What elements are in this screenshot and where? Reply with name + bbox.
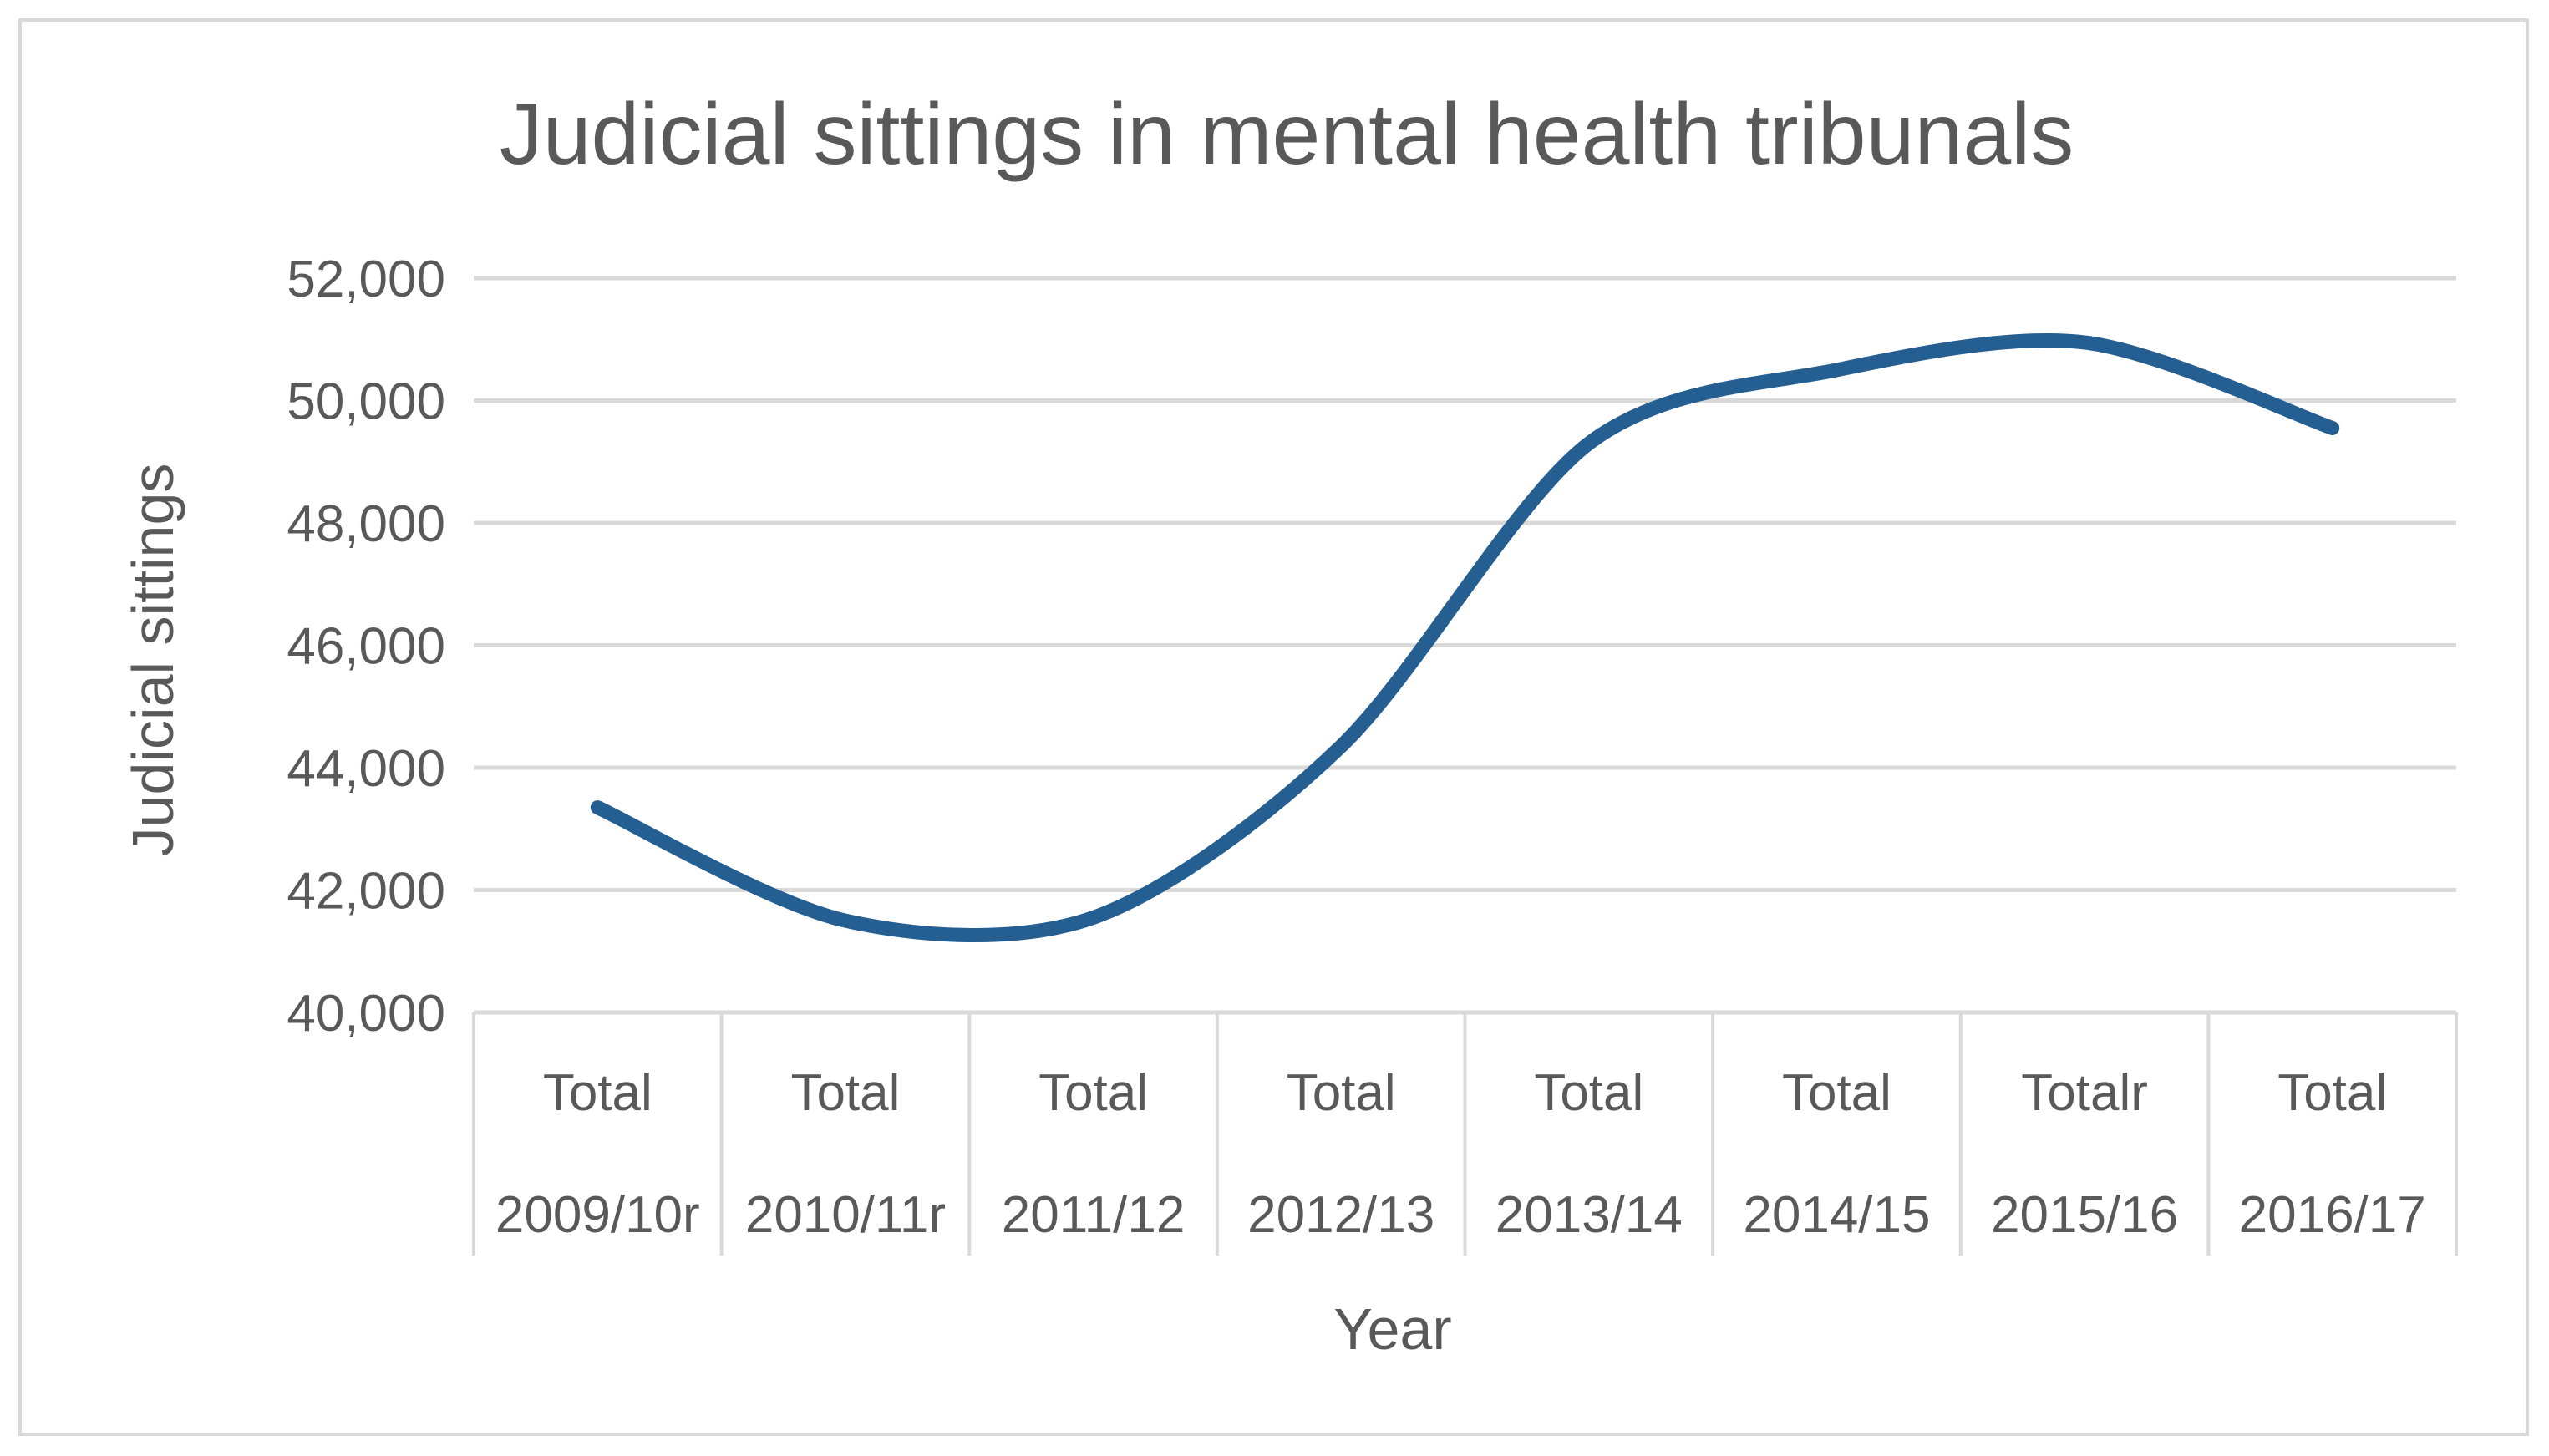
series-line — [590, 332, 2340, 942]
y-tick-labels: 40,000 42,000 44,000 46,000 48,000 50,000 52,0… — [287, 251, 445, 1043]
x-tick-label: 2016/17 — [2239, 1186, 2426, 1244]
y-tick-label: 42,000 — [287, 863, 445, 921]
x-category-axis: Total 2009/10r Total 2010/11r Total 2011/12 To… — [472, 1012, 2458, 1256]
gridlines — [474, 276, 2456, 1015]
x-tick-label: 2015/16 — [1991, 1186, 2178, 1244]
y-tick-label: 52,000 — [287, 251, 445, 308]
x-tick-label: Total — [1782, 1064, 1891, 1122]
x-tick-label: 2010/11r — [745, 1186, 946, 1244]
chart-frame — [18, 18, 2529, 1436]
y-tick-label: 40,000 — [287, 985, 445, 1043]
x-tick-label: Total — [1534, 1064, 1643, 1122]
x-tick-label: Total — [1287, 1064, 1396, 1122]
x-tick-label: Total — [1038, 1064, 1148, 1122]
y-axis-title: Judicial sittings — [120, 464, 185, 857]
x-tick-label: Totalr — [2021, 1064, 2148, 1122]
y-tick-label: 44,000 — [287, 740, 445, 798]
x-tick-label: 2013/14 — [1495, 1186, 1683, 1244]
x-tick-label: 2014/15 — [1743, 1186, 1930, 1244]
y-tick-label: 48,000 — [287, 495, 445, 553]
x-tick-label: Total — [790, 1064, 900, 1122]
x-tick-label: Total — [2277, 1064, 2387, 1122]
x-tick-label: 2012/13 — [1247, 1186, 1434, 1244]
x-tick-label: 2009/10r — [495, 1186, 700, 1244]
x-tick-label: Total — [543, 1064, 652, 1122]
x-axis-title: Year — [1333, 1296, 1451, 1362]
chart-title: Judicial sittings in mental health tribu… — [500, 86, 2074, 183]
y-tick-label: 46,000 — [287, 618, 445, 676]
x-tick-label: 2011/12 — [1002, 1186, 1186, 1244]
y-tick-label: 50,000 — [287, 373, 445, 431]
